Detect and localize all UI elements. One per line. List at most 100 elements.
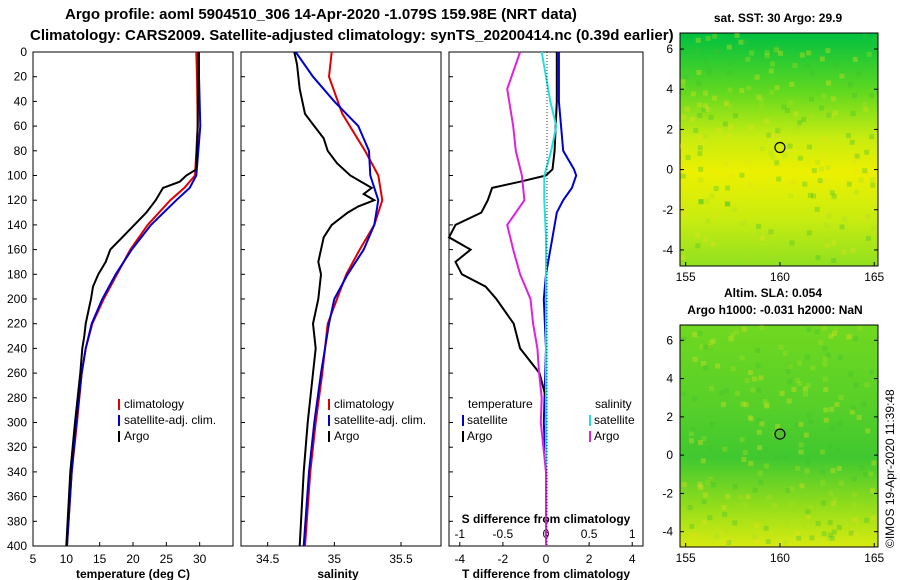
map-cell [822,356,828,362]
legend-swatch-argo [328,431,330,442]
map-cell [714,49,719,54]
map-cell [823,178,829,184]
depth-tick-label: 180 [7,267,27,281]
map-cell [759,120,765,125]
map-y-tick-label: 2 [666,122,673,136]
map-cell [805,514,811,520]
map-cell [807,192,813,198]
map-cell [703,59,709,65]
map-cell [826,213,832,219]
map-cell [712,33,718,39]
map-cell [681,114,687,120]
map-cell [746,254,752,260]
map-cell [733,329,739,335]
sla-map-texture [680,325,877,545]
map-cell [852,517,858,523]
map-cell [733,113,738,119]
map-cell [724,388,729,393]
map-cell [769,90,775,96]
legend-swatch-climatology [118,399,120,410]
map-cell [763,525,769,531]
map-cell [735,390,741,396]
map-cell [839,73,845,79]
map-cell [831,500,836,506]
map-cell [862,168,868,174]
map-cell [827,520,833,526]
map-cell [851,501,857,507]
map-cell [703,121,709,127]
map-cell [697,481,703,487]
map-cell [798,421,804,427]
map-x-tick-label: 160 [770,270,790,284]
temperature-panel [32,51,234,547]
map-cell [805,460,811,466]
map-cell [789,81,795,87]
map-cell [723,161,729,167]
map-cell [724,201,730,206]
x-tick-label: -2 [498,552,509,566]
map-cell [852,93,858,98]
map-cell [699,344,705,350]
sla-argo-marker [774,428,786,440]
map-cell [758,510,764,516]
map-cell [810,365,816,371]
map-cell [752,534,757,540]
depth-tick-label: 360 [7,490,27,504]
map-cell [732,520,738,526]
series-line-climatology [304,51,384,547]
map-cell [754,538,760,544]
map-cell [854,169,860,174]
map-cell [687,505,693,511]
map-cell [815,520,821,526]
map-cell [684,106,690,112]
map-cell [767,231,773,236]
map-cell [821,510,827,516]
map-y-tick-label: 4 [666,372,673,386]
depth-tick-label: 140 [7,218,27,232]
map-cell [824,222,829,228]
map-cell [854,153,860,159]
map-cell [791,178,797,184]
depth-tick-label: 320 [7,440,27,454]
map-cell [786,398,792,404]
map-cell [851,491,857,497]
map-cell [819,166,824,172]
map-cell [745,56,751,62]
map-cell [854,152,859,158]
x-tick-label: 10 [60,552,74,566]
map-cell [795,531,801,536]
map-cell [692,396,697,402]
depth-tick-label: 40 [14,94,28,108]
x-tick-label: 35.5 [389,552,413,566]
map-cell [697,484,703,490]
map-cell [827,443,833,449]
map-cell [865,235,871,241]
map-cell [722,511,728,517]
map-cell [858,177,864,183]
map-y-tick-label: 0 [666,163,673,177]
map-cell [721,401,726,407]
map-cell [839,71,845,77]
map-cell [729,172,735,178]
map-cell [775,128,781,134]
series-line-argo-s [506,51,547,546]
map-cell [758,479,764,485]
map-cell [721,122,727,128]
map-cell [702,519,708,525]
map-cell [680,255,686,261]
map-cell [690,427,696,433]
map-cell [797,120,803,126]
map-cell [833,327,839,333]
sla-map-axes: 155 160 165 6 4 2 0 -2 -4 [662,333,884,565]
salinity-series [293,51,384,547]
map-cell [836,466,842,471]
map-cell [837,421,843,427]
map-cell [831,529,837,535]
map-cell [871,515,876,521]
map-cell [743,402,749,408]
map-cell [828,333,834,339]
map-cell [725,493,731,499]
map-cell [703,237,709,243]
map-cell [828,112,834,118]
map-cell [756,223,762,229]
